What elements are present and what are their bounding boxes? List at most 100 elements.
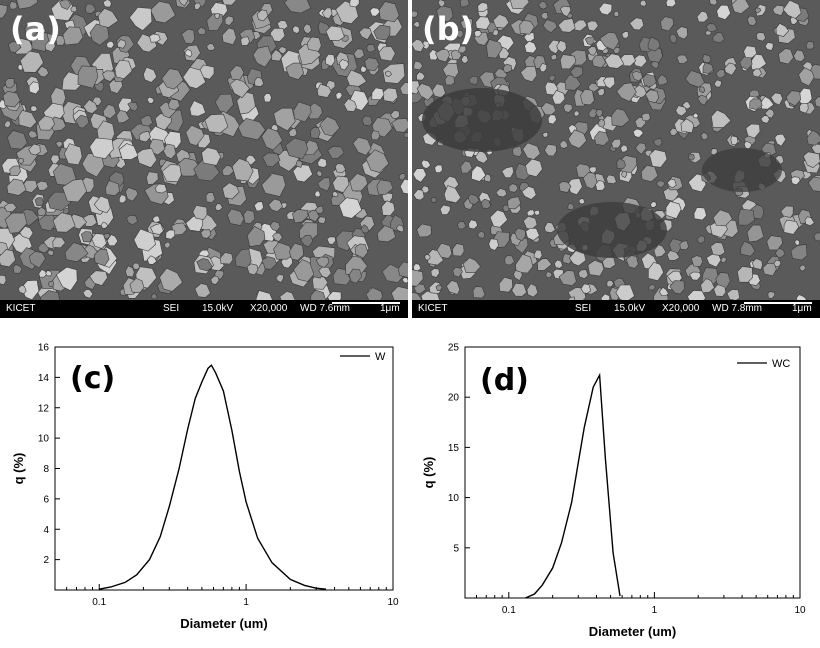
sem-particle [36, 65, 49, 78]
sem-particle [293, 259, 315, 282]
sem-particle [413, 60, 423, 71]
sem-particle [263, 93, 272, 103]
sem-particle [403, 132, 408, 139]
sem-particle [240, 36, 250, 46]
sem-particle [790, 244, 808, 261]
sem-particle [161, 163, 182, 183]
sem-particle [485, 39, 503, 59]
sem-particle [312, 273, 329, 290]
sem-particle [399, 81, 408, 96]
sem-particle [332, 191, 339, 198]
sem-particle [391, 118, 408, 133]
sem-particle [647, 261, 664, 282]
sem-particle [9, 1, 18, 10]
sem-particle [774, 133, 787, 147]
sem-particle [443, 185, 462, 204]
sem-scale-bar [332, 302, 400, 304]
sem-particle [778, 48, 794, 65]
sem-particle [325, 53, 336, 67]
sem-particle [165, 229, 176, 240]
sem-particle [580, 283, 592, 294]
sem-particle [373, 24, 391, 41]
sem-particle [116, 110, 131, 124]
sem-particle [540, 12, 549, 20]
sem-particle [578, 269, 589, 279]
sem-particle [314, 205, 324, 214]
sem-particle [47, 249, 54, 256]
sem-particle [278, 46, 287, 55]
sem-particle [484, 173, 492, 183]
sem-particle [814, 96, 820, 108]
sem-particle [559, 139, 569, 149]
sem-particle [712, 32, 725, 44]
sem-particle [93, 195, 111, 214]
sem-particle [598, 2, 613, 16]
sem-particle [2, 90, 21, 108]
sem-particle [459, 0, 470, 8]
sem-particle [335, 91, 343, 100]
sem-particle [302, 23, 312, 35]
sem-particle [52, 236, 66, 249]
sem-particle [573, 110, 580, 117]
sem-particle [182, 66, 207, 89]
sem-particle [452, 266, 463, 278]
sem-particle [660, 16, 675, 32]
sem-particle [28, 251, 46, 269]
sem-particle [412, 10, 418, 18]
sem-particle [102, 0, 112, 8]
sem-particle [594, 131, 610, 146]
x-tick-label: 1 [652, 605, 658, 616]
sem-particle [315, 256, 330, 268]
sem-particle [640, 164, 659, 183]
sem-particle [653, 244, 667, 258]
sem-particle [201, 147, 222, 166]
y-tick-label: 20 [448, 393, 460, 404]
sem-particle [204, 113, 229, 134]
sem-particle [37, 206, 47, 217]
sem-image-b: (b) KICET SEI 15.0kV X20,000 WD 7.8mm 1μ… [412, 0, 820, 318]
sem-particle [773, 259, 782, 268]
sem-particle [30, 105, 38, 112]
sem-particle [149, 223, 164, 235]
sem-particle [317, 216, 326, 225]
sem-particle [222, 182, 240, 200]
sem-particle [679, 240, 689, 251]
sem-particle [749, 98, 763, 110]
sem-particle [152, 215, 161, 223]
sem-particle [163, 241, 171, 249]
sem-particle [253, 201, 264, 212]
chart-c: 0.1 1 10 2 4 6 8 10 12 14 16 Diameter (um) q (%) (c) W [0, 330, 410, 648]
sem-particle [521, 186, 537, 200]
sem-magnification-label: X20,000 [250, 303, 288, 314]
sem-particle [256, 9, 269, 22]
sem-particle [526, 283, 539, 298]
sem-particle [125, 265, 135, 278]
sem-particle [332, 175, 350, 193]
sem-particle [299, 235, 314, 248]
sem-particle [206, 13, 224, 31]
sem-particle [540, 101, 557, 116]
sem-particle [655, 180, 666, 189]
sem-particle [210, 275, 220, 285]
sem-particle [103, 233, 111, 240]
sem-particle [547, 114, 557, 125]
sem-particle [412, 38, 425, 53]
sem-particle [4, 78, 15, 89]
sem-particle [446, 280, 461, 295]
sem-particle [710, 109, 732, 128]
sem-particle [591, 54, 607, 69]
sem-particle [382, 63, 406, 84]
sem-particle [514, 227, 526, 241]
sem-particle [736, 266, 754, 283]
sem-particle [184, 49, 193, 57]
sem-particle [668, 238, 683, 254]
sem-particle [587, 46, 598, 56]
sem-particle [456, 29, 464, 39]
sem-particle [149, 33, 161, 43]
sem-particle [621, 31, 629, 39]
sem-particle [754, 7, 762, 14]
sem-particle [338, 197, 363, 219]
sem-particle [488, 238, 499, 251]
sem-particle [354, 243, 369, 259]
sem-particle [676, 54, 689, 64]
